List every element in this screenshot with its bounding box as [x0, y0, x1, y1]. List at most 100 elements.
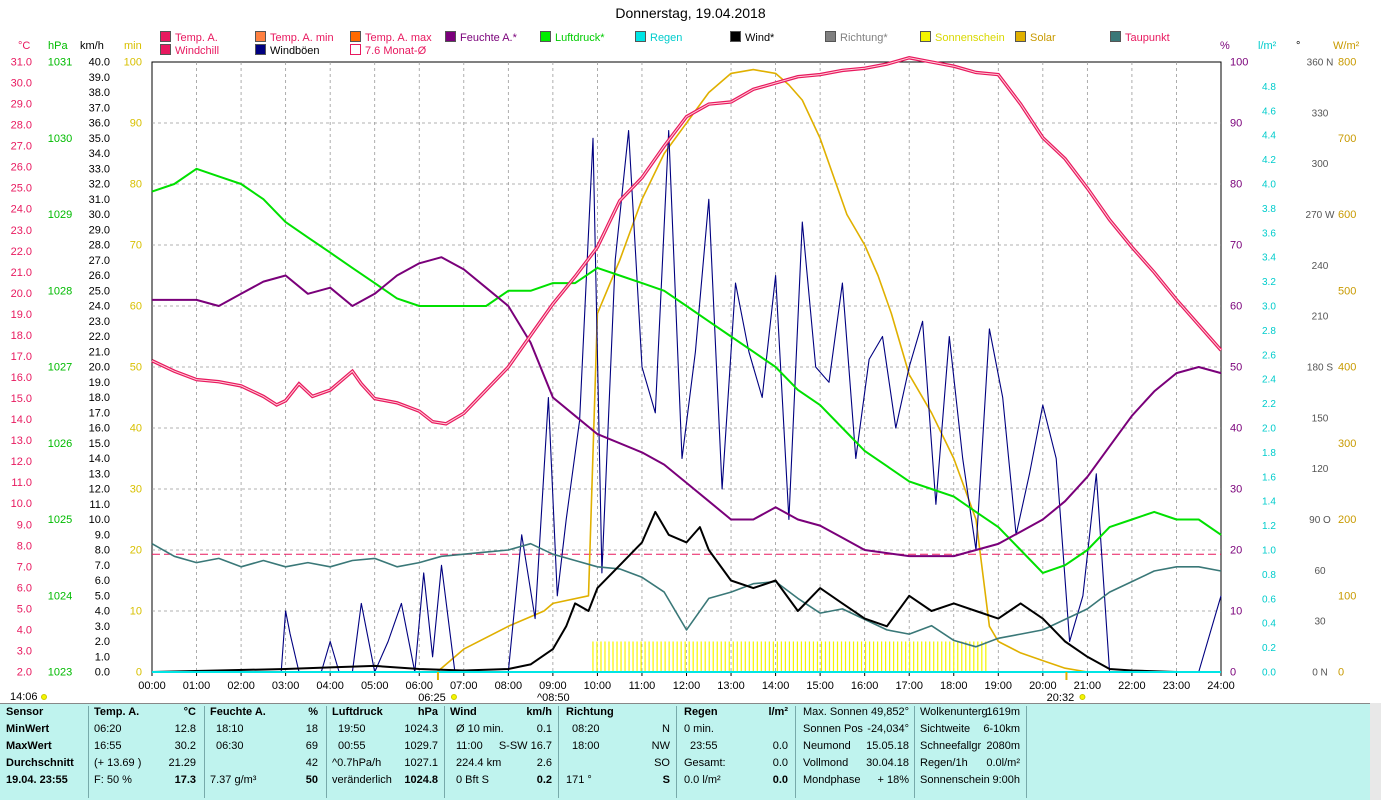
astro-value: 49,852°: [870, 706, 909, 718]
legend-item-windchill[interactable]: Windchill: [160, 44, 219, 57]
legend-item-feuchte[interactable]: Feuchte A.*: [445, 31, 517, 44]
deg-tick-label: 90 O: [1309, 515, 1331, 526]
lm2-tick-label: 1.0: [1262, 546, 1276, 557]
kmh-tick-label: 16.0: [89, 423, 110, 435]
deg-tick-label: 30: [1314, 617, 1326, 628]
min-tick-label: 60: [130, 301, 142, 313]
legend-item-richtung[interactable]: Richtung*: [825, 31, 888, 44]
regen-row: Gesamt: 0.0: [684, 755, 792, 772]
kmh-tick-label: 0.0: [95, 667, 110, 679]
kmh-tick-label: 11.0: [89, 499, 110, 511]
legend-item-solar[interactable]: Solar: [1015, 31, 1056, 44]
lm2-tick-label: 1.8: [1262, 448, 1276, 459]
min-tick-label: 0: [136, 667, 142, 679]
legend-label: Windböen: [270, 45, 320, 57]
misc-value: 9:00h: [992, 774, 1020, 786]
legend-swatch: [1110, 31, 1121, 42]
sunrise-time: 06:25: [418, 692, 446, 703]
astro-value: 30.04.18: [866, 757, 909, 769]
series-temp-a-core: [151, 57, 1222, 425]
deg-tick-label: 0 N: [1312, 668, 1328, 679]
wind-min: Ø 10 min. 0.1: [450, 721, 556, 738]
celsius-tick-label: 28.0: [11, 120, 32, 132]
series-solar: [152, 68, 1221, 673]
celsius-tick-label: 23.0: [11, 225, 32, 237]
row-label: MaxWert: [6, 740, 52, 752]
regen-title: Regen: [684, 706, 718, 718]
luftdruck-header: Luftdruck hPa: [332, 704, 442, 721]
kmh-tick-label: 32.0: [89, 179, 110, 191]
sunset-time: 20:32: [1047, 692, 1075, 703]
legend-item-sonnenschein[interactable]: Sonnenschein: [920, 31, 1005, 44]
legend-item-taupunkt[interactable]: Taupunkt: [1110, 31, 1170, 44]
legend-item-monat-avg[interactable]: 7.6 Monat-Ø: [350, 44, 426, 57]
legend-swatch: [825, 31, 836, 42]
celsius-tick-label: 17.0: [11, 351, 32, 363]
legend-item-luftdruck[interactable]: Luftdruck*: [540, 31, 605, 44]
regen-header: Regen l/m²: [684, 704, 792, 721]
x-tick-label: 12:00: [673, 680, 701, 692]
percent-tick-label: 90: [1230, 118, 1242, 130]
legend-item-windboeen[interactable]: Windböen: [255, 44, 320, 57]
wm2-tick-label: 800: [1338, 57, 1356, 69]
kmh-tick-label: 8.0: [95, 545, 110, 557]
regen-total-value: 0.0: [772, 757, 788, 769]
legend-label: Wind*: [745, 32, 775, 44]
legend-item-wind[interactable]: Wind*: [730, 31, 774, 44]
temp-avg-value: 21.29: [168, 757, 196, 769]
astro-row: Neumond 15.05.18: [803, 738, 913, 755]
kmh-tick-label: 29.0: [89, 224, 110, 236]
temp-unit: °C: [183, 706, 196, 718]
unit-lm2: l/m²: [1258, 40, 1277, 52]
legend-item-regen[interactable]: Regen: [635, 31, 682, 44]
min-tick-label: 10: [130, 606, 142, 618]
legend-swatch: [160, 31, 171, 42]
series-taupunkt: [151, 542, 1222, 648]
wm2-tick-label: 500: [1338, 285, 1356, 297]
luftdruck-max-time: 00:55: [338, 740, 366, 752]
sensor-column: Sensor MinWert MaxWert Durchschnitt 19.0…: [6, 704, 86, 800]
legend-item-temp-max[interactable]: Temp. A. max: [350, 31, 432, 44]
legend-item-temp[interactable]: Temp. A.: [160, 31, 218, 44]
lm2-tick-label: 3.4: [1262, 253, 1276, 264]
richtung-degrees: 171 °: [566, 774, 592, 786]
lm2-tick-label: 0.0: [1262, 668, 1276, 679]
astro-row: Sonnen Pos -24,034°: [803, 721, 913, 738]
celsius-tick-label: 9.0: [17, 519, 32, 531]
luftdruck-current-value: 1024.8: [404, 774, 438, 786]
x-tick-label: 09:00: [539, 680, 567, 692]
regen-amount: 0.0 l/m²: [684, 774, 721, 786]
legend-swatch: [1015, 31, 1026, 42]
hpa-tick-label: 1028: [48, 285, 72, 297]
temp-current-note: F: 50 %: [94, 774, 132, 786]
regen-row: 0 min.: [684, 721, 792, 738]
kmh-tick-label: 9.0: [95, 529, 110, 541]
lm2-tick-label: 2.8: [1262, 326, 1276, 337]
x-tick-label: 20:00: [1029, 680, 1057, 692]
x-tick-label: 18:00: [940, 680, 968, 692]
celsius-tick-label: 2.0: [17, 667, 32, 679]
feuchte-min-time: 18:10: [216, 723, 244, 735]
percent-tick-label: 0: [1230, 667, 1236, 679]
celsius-tick-label: 16.0: [11, 372, 32, 384]
kmh-tick-label: 18.0: [89, 392, 110, 404]
luftdruck-trend: ^0.7hPa/h: [332, 757, 382, 769]
percent-tick-label: 20: [1230, 545, 1242, 557]
wind-min-value: 0.1: [536, 723, 552, 735]
kmh-tick-label: 36.0: [89, 118, 110, 130]
legend-swatch: [160, 44, 171, 55]
unit-kmh: km/h: [80, 40, 104, 52]
legend-label: Temp. A. max: [365, 32, 432, 44]
x-tick-label: 08:00: [495, 680, 523, 692]
celsius-tick-label: 30.0: [11, 78, 32, 90]
legend-item-temp-min[interactable]: Temp. A. min: [255, 31, 334, 44]
kmh-tick-label: 28.0: [89, 240, 110, 252]
feuchte-max: 06:30 69: [210, 738, 322, 755]
x-tick-label: 06:00: [405, 680, 433, 692]
luftdruck-max: 00:55 1029.7: [332, 738, 442, 755]
x-tick-label: 11:00: [629, 680, 656, 692]
kmh-tick-label: 15.0: [89, 438, 110, 450]
temp-current: F: 50 % 17.3: [94, 772, 200, 789]
hpa-tick-label: 1026: [48, 438, 72, 450]
wind-bft: 0 Bft S: [456, 774, 490, 786]
